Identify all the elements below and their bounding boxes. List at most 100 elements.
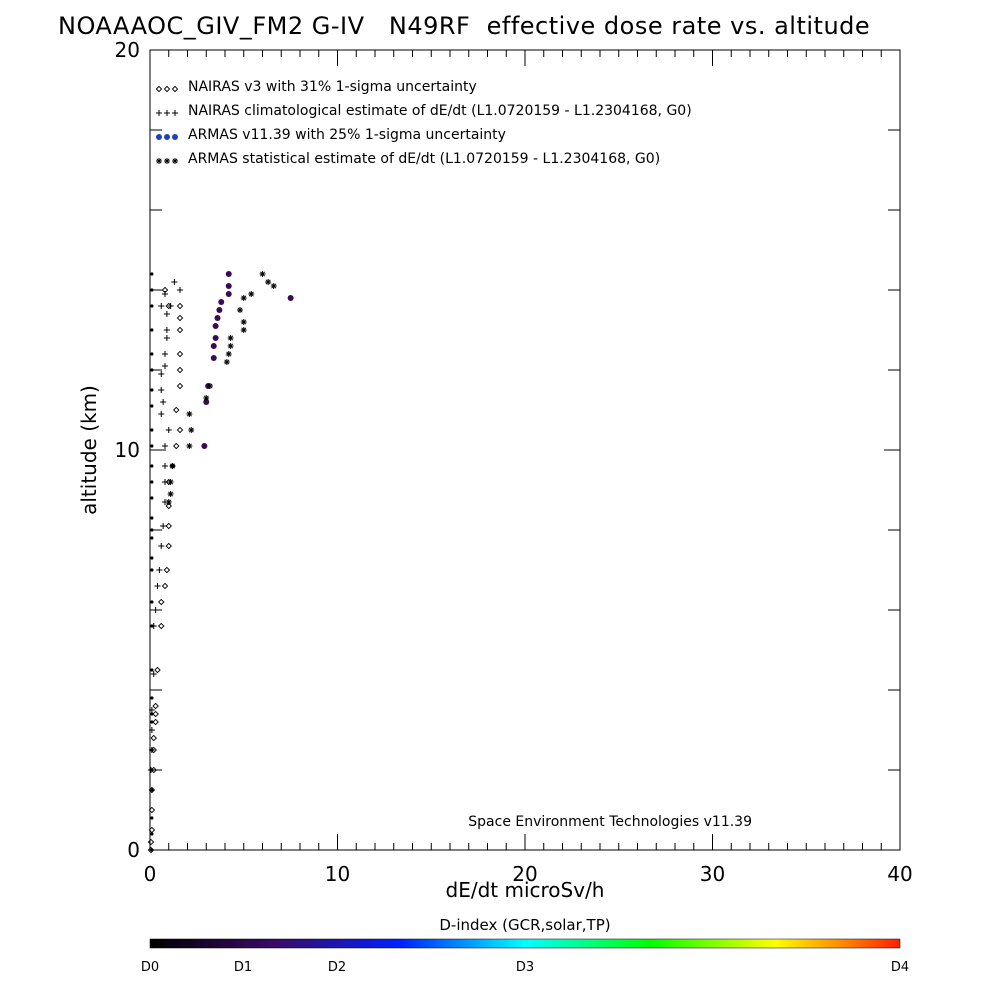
black-scatter-point bbox=[150, 480, 154, 484]
armas-statistical-point bbox=[240, 327, 247, 333]
colorbar-label: D2 bbox=[328, 960, 346, 975]
nairas-climatological-point bbox=[164, 110, 170, 116]
nairas-v3-point bbox=[165, 502, 172, 510]
colorbar-title: D-index (GCR,solar,TP) bbox=[439, 916, 610, 934]
y-tick-label: 10 bbox=[115, 438, 140, 462]
credit-text: Space Environment Technologies v11.39 bbox=[468, 814, 752, 830]
nairas-climatological-point bbox=[177, 287, 183, 293]
legend-entry-text: NAIRAS climatological estimate of dE/dt … bbox=[188, 103, 692, 119]
black-scatter-point bbox=[150, 816, 154, 820]
armas-statistical-point bbox=[265, 279, 272, 285]
nairas-v3-point bbox=[148, 806, 156, 814]
black-scatter-point bbox=[150, 668, 154, 672]
armas-statistical-point bbox=[227, 335, 234, 341]
black-scatter-point bbox=[150, 288, 154, 292]
armas-statistical-point bbox=[240, 319, 247, 325]
colorbar-label: D0 bbox=[141, 960, 159, 975]
black-scatter-point bbox=[150, 304, 154, 308]
tick-labels: 0 10 20 30 40 0 10 20 bbox=[115, 38, 913, 886]
armas-point bbox=[212, 323, 219, 329]
black-scatter-point bbox=[150, 368, 154, 372]
black-scatter-point bbox=[150, 272, 154, 276]
black-scatter-point bbox=[150, 352, 154, 356]
armas-point bbox=[164, 134, 170, 140]
plot-frame bbox=[149, 49, 901, 851]
nairas-climatological-point bbox=[167, 303, 174, 309]
armas-statistical-point bbox=[203, 395, 210, 401]
armas-point bbox=[201, 443, 208, 449]
nairas-climatological-point bbox=[158, 387, 165, 393]
armas-point bbox=[225, 291, 232, 297]
nairas-v3-point bbox=[176, 326, 184, 334]
x-tick-label: 0 bbox=[144, 862, 157, 886]
black-scatter-point bbox=[150, 404, 154, 408]
y-tick-label: 0 bbox=[127, 838, 140, 862]
y-tick-label: 20 bbox=[115, 38, 140, 62]
legend: NAIRAS v3 with 31% 1-sigma uncertainty NA… bbox=[155, 79, 692, 167]
armas-statistical-point bbox=[259, 271, 266, 277]
nairas-v3-point bbox=[176, 382, 184, 390]
nairas-v3-point bbox=[152, 718, 159, 726]
nairas-climatological-point bbox=[158, 411, 165, 417]
nairas-climatological-point bbox=[158, 303, 165, 309]
nairas-climatological-point bbox=[150, 671, 157, 677]
black-scatter-point bbox=[150, 600, 154, 604]
nairas-climatological-point bbox=[154, 583, 161, 589]
nairas-v3-point bbox=[150, 734, 157, 742]
nairas-v3-point bbox=[176, 302, 184, 310]
black-scatter-point bbox=[150, 568, 154, 572]
nairas-v3-point bbox=[163, 85, 171, 93]
nairas-v3-point bbox=[165, 522, 172, 530]
page-title: NOAAAOC_GIV_FM2 G-IV N49RF effective dos… bbox=[58, 12, 871, 40]
armas-statistical-point bbox=[248, 291, 255, 297]
nairas-v3-point bbox=[173, 442, 180, 450]
armas-statistical-point bbox=[227, 343, 234, 349]
nairas-climatological-point bbox=[172, 110, 178, 116]
legend-entry-text: ARMAS statistical estimate of dE/dt (L1.… bbox=[188, 151, 660, 167]
nairas-v3-point bbox=[148, 786, 156, 794]
y-axis-label: altitude (km) bbox=[77, 385, 101, 515]
black-scatter-point bbox=[150, 748, 154, 752]
x-tick-label: 30 bbox=[700, 862, 725, 886]
nairas-v3-point bbox=[176, 314, 184, 322]
armas-point bbox=[214, 315, 221, 321]
x-tick-label: 40 bbox=[887, 862, 912, 886]
nairas-v3-point bbox=[154, 666, 161, 674]
black-scatter-point bbox=[150, 496, 154, 500]
axis-ticks bbox=[149, 49, 901, 851]
black-scatter-point bbox=[150, 444, 154, 448]
nairas-climatological-point bbox=[171, 279, 178, 285]
black-scatter-point bbox=[150, 388, 154, 392]
armas-statistical-point bbox=[188, 427, 195, 433]
nairas-climatological-point bbox=[158, 543, 165, 549]
nairas-v3-point bbox=[173, 406, 180, 414]
armas-point bbox=[172, 134, 178, 140]
armas-statistical-point bbox=[172, 158, 178, 164]
colorbar-label: D4 bbox=[891, 960, 909, 975]
armas-point bbox=[210, 343, 217, 349]
nairas-v3-point bbox=[147, 838, 155, 846]
armas-point bbox=[218, 299, 225, 305]
armas-point bbox=[216, 307, 223, 313]
black-scatter-point bbox=[150, 768, 154, 772]
armas-point bbox=[156, 134, 162, 140]
nairas-climatological-point bbox=[156, 567, 163, 573]
nairas-climatological-point bbox=[162, 463, 168, 469]
nairas-climatological-point bbox=[148, 707, 155, 713]
armas-point bbox=[210, 355, 217, 361]
nairas-climatological-point bbox=[156, 110, 162, 116]
legend-entry-text: ARMAS v11.39 with 25% 1-sigma uncertaint… bbox=[188, 127, 506, 143]
black-scatter-point bbox=[150, 696, 154, 700]
nairas-climatological-point bbox=[160, 399, 167, 405]
armas-statistical-point bbox=[164, 158, 170, 164]
nairas-v3-point bbox=[171, 85, 179, 93]
black-scatter-point bbox=[150, 464, 154, 468]
nairas-v3-point bbox=[158, 598, 165, 606]
nairas-v3-point bbox=[176, 426, 184, 434]
nairas-climatological-point bbox=[160, 523, 167, 529]
black-scatter-point bbox=[150, 832, 154, 836]
armas-point bbox=[203, 399, 210, 405]
armas-point bbox=[225, 271, 232, 277]
colorbar-labels: D0 D1 D2 D3 D4 bbox=[141, 960, 909, 975]
